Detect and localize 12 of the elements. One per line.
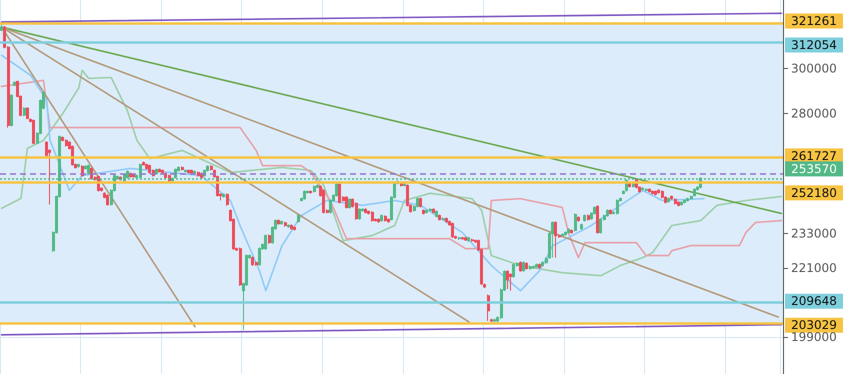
ref-line-label: 261727 — [791, 148, 837, 163]
y-tick-label: 233000 — [791, 226, 837, 241]
ref-line-label: 321261 — [791, 14, 837, 28]
y-tick-label: 300000 — [791, 61, 837, 76]
ref-line-label: 253570 — [791, 162, 837, 176]
y-tick-label: 221000 — [791, 261, 837, 276]
y-tick-label: 280000 — [791, 106, 837, 120]
ref-line-label: 209648 — [791, 294, 837, 308]
ref-line-label: 203029 — [791, 318, 837, 332]
ref-line-label: 252180 — [791, 186, 837, 200]
y-tick-label: 199000 — [791, 330, 837, 344]
ref-line-label: 312054 — [791, 38, 837, 52]
